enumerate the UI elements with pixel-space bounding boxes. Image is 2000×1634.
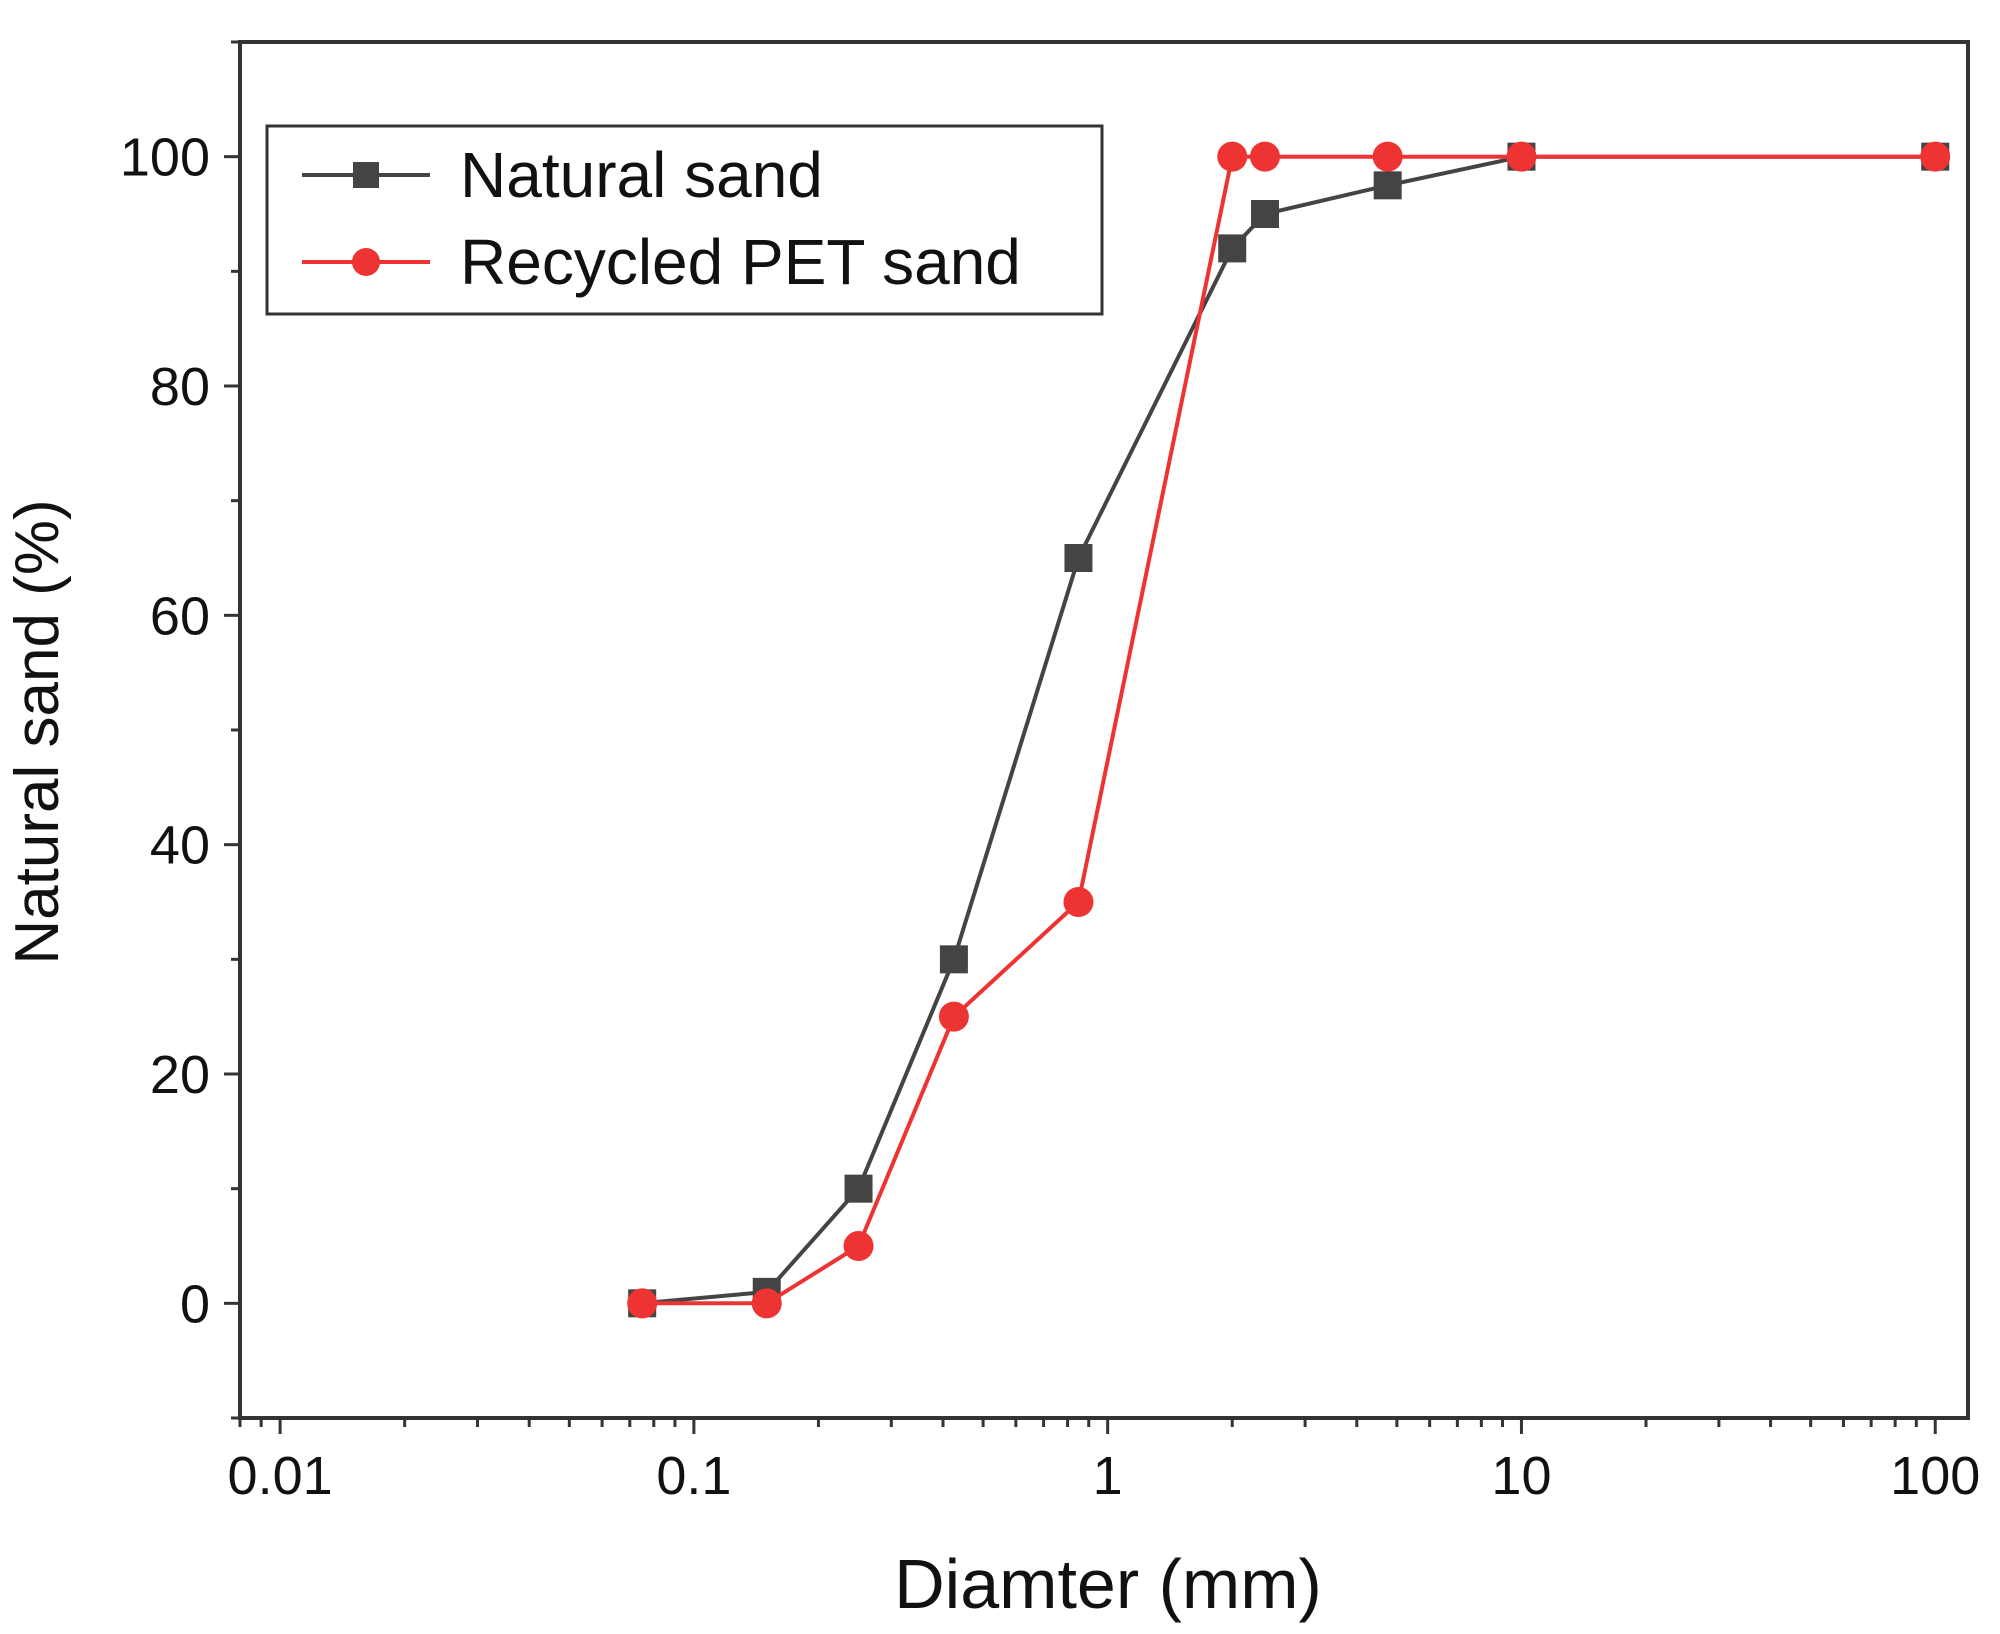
x-tick-label: 0.01 xyxy=(228,1446,333,1506)
y-tick-label: 40 xyxy=(150,816,210,876)
legend-label: Recycled PET sand xyxy=(460,226,1021,298)
data-point xyxy=(843,1231,874,1261)
ticks-layer: 0 20 40 60 80 100 0.01 0.1 1 10 100 xyxy=(120,40,1980,1506)
data-point xyxy=(1217,141,1248,172)
legend: Natural sand Recycled PET sand xyxy=(265,124,1104,316)
data-point xyxy=(1372,141,1403,172)
x-tick-label: 0.1 xyxy=(656,1446,731,1506)
data-point xyxy=(1064,544,1093,572)
legend-marker xyxy=(352,248,380,276)
data-point xyxy=(844,1174,873,1203)
series-line xyxy=(642,154,1936,1306)
y-tick-label: 0 xyxy=(180,1274,210,1334)
legend-marker xyxy=(353,162,379,188)
data-point xyxy=(1218,234,1247,263)
data-point xyxy=(1250,200,1279,228)
data-point xyxy=(1506,141,1537,172)
y-tick-label: 60 xyxy=(150,586,210,646)
series-recycled-pet-sand xyxy=(627,141,1951,1319)
x-tick-label: 1 xyxy=(1093,1446,1123,1506)
y-tick-label: 20 xyxy=(150,1045,210,1105)
data-point xyxy=(1920,141,1951,172)
data-point xyxy=(939,945,968,974)
x-tick-label: 100 xyxy=(1890,1446,1980,1506)
data-point xyxy=(938,1001,969,1032)
series-layer xyxy=(627,141,1951,1319)
data-point xyxy=(1249,141,1280,172)
series-natural-sand xyxy=(628,142,1950,1318)
legend-box xyxy=(265,124,1104,316)
x-tick-label: 10 xyxy=(1491,1446,1551,1506)
data-point xyxy=(1373,171,1402,200)
legend-label: Natural sand xyxy=(460,139,823,211)
x-axis-title: Diamter (mm) xyxy=(894,1545,1322,1623)
y-axis-title: Natural sand (%) xyxy=(3,499,72,964)
series-line xyxy=(642,154,1936,1306)
y-tick-label: 80 xyxy=(150,357,210,417)
y-tick-label: 100 xyxy=(120,128,210,188)
data-point xyxy=(1063,887,1094,917)
data-point xyxy=(627,1288,658,1319)
data-point xyxy=(751,1288,782,1319)
